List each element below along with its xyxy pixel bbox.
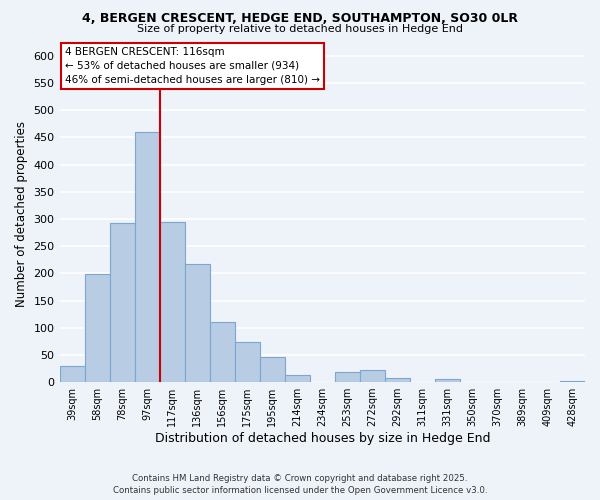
Bar: [260, 357, 285, 382]
Bar: [435, 380, 460, 382]
Text: Contains HM Land Registry data © Crown copyright and database right 2025.
Contai: Contains HM Land Registry data © Crown c…: [113, 474, 487, 495]
Text: 4 BERGEN CRESCENT: 116sqm
← 53% of detached houses are smaller (934)
46% of semi: 4 BERGEN CRESCENT: 116sqm ← 53% of detac…: [65, 46, 320, 84]
X-axis label: Distribution of detached houses by size in Hedge End: Distribution of detached houses by size …: [155, 432, 490, 445]
Bar: [360, 370, 385, 382]
Bar: [560, 381, 585, 382]
Text: Size of property relative to detached houses in Hedge End: Size of property relative to detached ho…: [137, 24, 463, 34]
Bar: [285, 375, 310, 382]
Bar: [209, 322, 235, 382]
Y-axis label: Number of detached properties: Number of detached properties: [15, 120, 28, 306]
Bar: [59, 366, 85, 382]
Bar: [185, 264, 209, 382]
Bar: [335, 372, 360, 382]
Text: 4, BERGEN CRESCENT, HEDGE END, SOUTHAMPTON, SO30 0LR: 4, BERGEN CRESCENT, HEDGE END, SOUTHAMPT…: [82, 12, 518, 26]
Bar: [134, 132, 160, 382]
Bar: [235, 342, 260, 382]
Bar: [160, 222, 185, 382]
Bar: [110, 224, 134, 382]
Bar: [385, 378, 410, 382]
Bar: [85, 274, 110, 382]
